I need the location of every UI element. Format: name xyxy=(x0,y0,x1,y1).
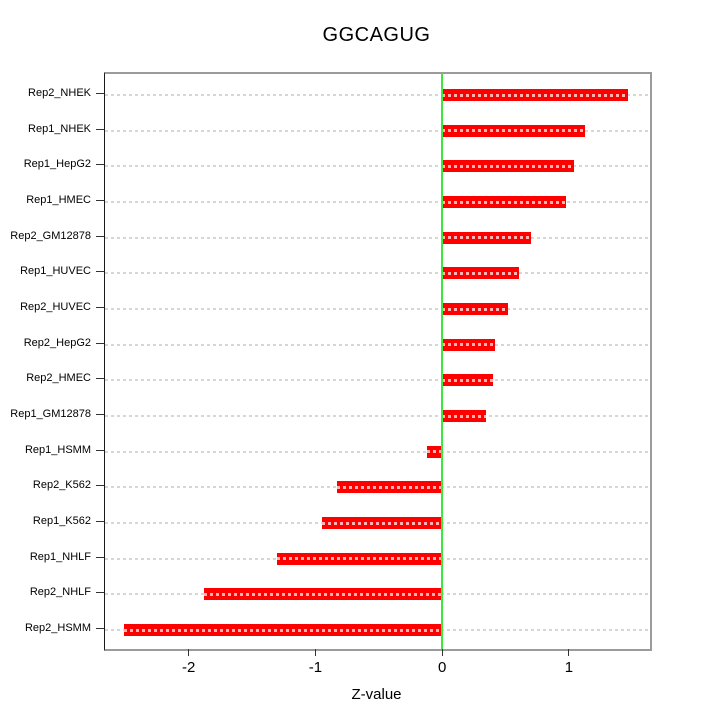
bar-dash-pattern xyxy=(442,236,531,240)
x-tick xyxy=(314,649,316,656)
y-tick xyxy=(96,414,104,415)
bar-dash-pattern xyxy=(442,378,493,382)
bar-dash-pattern xyxy=(442,271,520,275)
grid-line xyxy=(105,308,650,310)
x-tick xyxy=(568,649,570,656)
bar-dash-pattern xyxy=(442,307,509,311)
y-tick xyxy=(96,342,104,344)
grid-line xyxy=(105,272,650,275)
y-tick-label: Rep1_HUVEC xyxy=(20,265,91,278)
bar xyxy=(203,588,443,601)
y-tick-label: Rep2_GM12878 xyxy=(10,229,91,242)
y-tick xyxy=(96,93,104,94)
grid-line xyxy=(105,94,650,96)
bar xyxy=(277,552,443,565)
bar-dash-pattern xyxy=(442,200,567,204)
bar-dash-pattern xyxy=(442,164,574,168)
y-tick-label: Rep1_K562 xyxy=(32,515,91,527)
bar xyxy=(124,624,443,636)
x-axis-label: Z-value xyxy=(351,686,402,703)
grid-line xyxy=(105,450,650,453)
x-tick-label: 0 xyxy=(437,659,447,676)
plot-area xyxy=(104,72,652,651)
y-tick xyxy=(96,628,104,629)
grid-line xyxy=(105,129,650,132)
bar-dash-pattern xyxy=(203,592,443,596)
y-tick-label: Rep2_HUVEC xyxy=(20,301,91,313)
y-tick-label: Rep2_NHLF xyxy=(29,586,91,599)
x-tick xyxy=(441,649,443,656)
bar xyxy=(442,374,493,387)
zero-reference-line xyxy=(441,74,444,649)
y-tick-label: Rep2_HSMM xyxy=(24,622,91,634)
y-tick xyxy=(96,128,104,130)
x-tick xyxy=(188,649,190,656)
bar xyxy=(336,481,443,494)
y-tick-label: Rep1_HSMM xyxy=(24,443,91,456)
y-tick xyxy=(96,592,104,594)
y-tick-label: Rep1_NHEK xyxy=(28,122,91,135)
grid-line xyxy=(105,343,650,346)
y-tick xyxy=(96,307,104,308)
bar xyxy=(442,303,509,315)
y-tick-label: Rep1_NHLF xyxy=(29,550,91,563)
bar xyxy=(442,160,574,173)
chart-title: GGCAGUG xyxy=(322,24,431,46)
y-tick xyxy=(96,449,104,451)
x-tick-label: -2 xyxy=(181,659,196,676)
grid-line xyxy=(105,165,650,168)
bar xyxy=(442,410,487,422)
bar-dash-pattern xyxy=(442,129,586,133)
bar-dash-pattern xyxy=(336,485,443,489)
y-tick-label: Rep1_GM12878 xyxy=(10,408,91,420)
y-tick-label: Rep1_HepG2 xyxy=(23,158,91,171)
y-tick xyxy=(96,521,104,522)
bar xyxy=(442,124,586,137)
grid-line xyxy=(105,236,650,239)
bar-dash-pattern xyxy=(124,628,443,632)
y-tick-label: Rep2_HepG2 xyxy=(23,336,91,349)
y-tick xyxy=(96,200,104,201)
y-tick xyxy=(96,164,104,166)
y-tick-label: Rep2_HMEC xyxy=(26,372,91,385)
bar xyxy=(442,267,520,280)
y-tick-label: Rep1_HMEC xyxy=(26,194,91,206)
bar xyxy=(442,231,531,244)
bar xyxy=(321,517,443,529)
bar-dash-pattern xyxy=(442,343,496,347)
bar-dash-pattern xyxy=(442,414,487,418)
bar xyxy=(442,338,496,351)
bar-dash-pattern xyxy=(277,557,443,561)
bar-dash-pattern xyxy=(442,93,629,97)
bar-dash-pattern xyxy=(321,521,443,525)
y-tick-label: Rep2_NHEK xyxy=(28,87,91,99)
x-tick-label: -1 xyxy=(308,659,323,676)
y-tick xyxy=(96,556,104,558)
y-tick xyxy=(96,235,104,237)
bar xyxy=(426,445,443,458)
bar-dash-pattern xyxy=(426,450,443,454)
bar xyxy=(442,196,567,208)
x-tick-label: 1 xyxy=(564,659,574,676)
grid-line xyxy=(105,379,650,382)
y-tick xyxy=(96,485,104,487)
y-tick xyxy=(96,271,104,273)
grid-line xyxy=(105,415,650,417)
y-tick xyxy=(96,378,104,380)
y-tick-label: Rep2_K562 xyxy=(32,479,91,492)
grid-line xyxy=(105,201,650,203)
bar xyxy=(442,89,629,101)
